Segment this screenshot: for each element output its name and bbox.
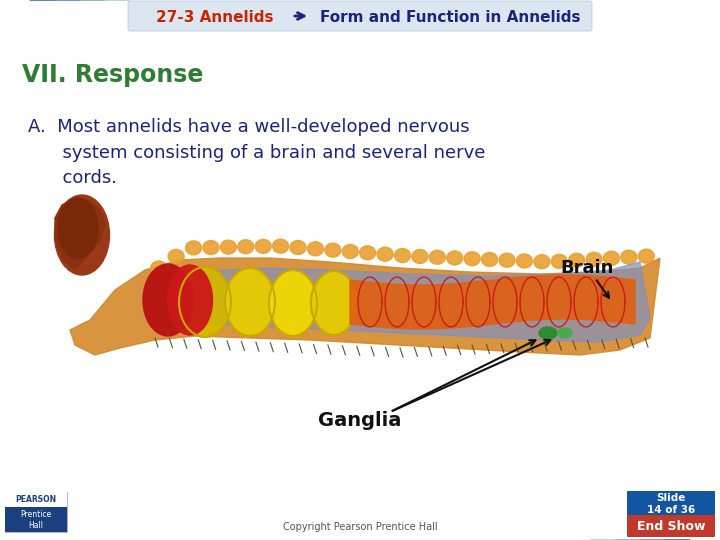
Ellipse shape xyxy=(446,251,463,265)
Ellipse shape xyxy=(639,249,654,263)
Ellipse shape xyxy=(55,195,109,275)
Text: VII. Response: VII. Response xyxy=(22,63,203,87)
Ellipse shape xyxy=(429,250,446,264)
Ellipse shape xyxy=(273,239,289,253)
Ellipse shape xyxy=(255,239,271,253)
Ellipse shape xyxy=(360,246,376,260)
Polygon shape xyxy=(350,275,635,329)
Ellipse shape xyxy=(377,247,393,261)
Ellipse shape xyxy=(586,252,602,266)
Ellipse shape xyxy=(499,253,515,267)
Text: Slide
14 of 36: Slide 14 of 36 xyxy=(647,493,695,515)
Ellipse shape xyxy=(179,267,231,337)
Ellipse shape xyxy=(325,243,341,257)
Ellipse shape xyxy=(143,264,193,336)
Ellipse shape xyxy=(516,254,532,268)
Ellipse shape xyxy=(464,252,480,266)
Ellipse shape xyxy=(603,251,619,265)
Ellipse shape xyxy=(225,268,275,336)
Ellipse shape xyxy=(539,327,557,339)
Ellipse shape xyxy=(168,265,212,335)
Ellipse shape xyxy=(168,249,184,264)
Text: Copyright Pearson Prentice Hall: Copyright Pearson Prentice Hall xyxy=(283,522,437,532)
Ellipse shape xyxy=(150,261,167,275)
Ellipse shape xyxy=(569,253,585,267)
Ellipse shape xyxy=(311,271,357,335)
Ellipse shape xyxy=(395,248,410,262)
Ellipse shape xyxy=(552,254,567,268)
Ellipse shape xyxy=(558,328,572,338)
Ellipse shape xyxy=(203,240,219,254)
Ellipse shape xyxy=(307,242,323,256)
Text: Ganglia: Ganglia xyxy=(318,410,402,429)
Ellipse shape xyxy=(342,245,359,259)
Ellipse shape xyxy=(186,241,202,255)
Polygon shape xyxy=(55,198,105,270)
Bar xyxy=(5,507,67,532)
Text: A.  Most annelids have a well-developed nervous
      system consisting of a bra: A. Most annelids have a well-developed n… xyxy=(28,118,485,187)
Text: PEARSON: PEARSON xyxy=(15,495,57,503)
Ellipse shape xyxy=(269,270,317,336)
Text: 27-3 Annelids: 27-3 Annelids xyxy=(156,10,274,24)
Ellipse shape xyxy=(412,249,428,264)
Text: Brain: Brain xyxy=(560,259,613,277)
Polygon shape xyxy=(160,262,650,342)
Text: Prentice
Hall: Prentice Hall xyxy=(20,510,52,530)
Ellipse shape xyxy=(534,255,550,269)
Text: Form and Function in Annelids: Form and Function in Annelids xyxy=(320,10,580,24)
Ellipse shape xyxy=(220,240,236,254)
Text: End Show: End Show xyxy=(636,519,706,532)
FancyBboxPatch shape xyxy=(627,491,715,517)
Polygon shape xyxy=(70,258,660,355)
Ellipse shape xyxy=(482,253,498,266)
Ellipse shape xyxy=(58,198,98,258)
Ellipse shape xyxy=(621,250,637,264)
FancyBboxPatch shape xyxy=(627,515,715,537)
FancyBboxPatch shape xyxy=(128,1,592,31)
Bar xyxy=(5,492,67,532)
Ellipse shape xyxy=(238,240,253,254)
Ellipse shape xyxy=(290,240,306,254)
Bar xyxy=(5,492,67,507)
